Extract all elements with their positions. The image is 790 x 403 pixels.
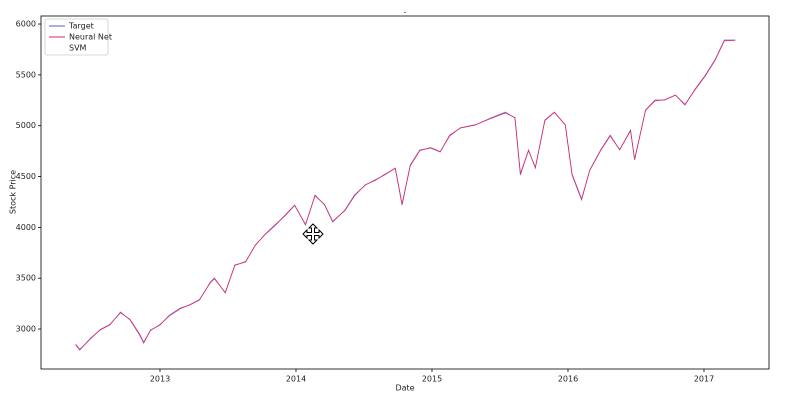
move-cursor — [302, 223, 324, 245]
legend-label: Neural Net — [69, 33, 112, 42]
series-line — [75, 39, 736, 350]
y-tick-label: 6000 — [16, 20, 36, 29]
x-tick-label: 2013 — [150, 375, 170, 384]
legend: Target Neural Net SVM — [44, 18, 112, 56]
y-tick-label: 4500 — [16, 172, 36, 181]
y-tick-label: 3000 — [16, 325, 36, 334]
y-tick-label: 4000 — [16, 223, 36, 232]
x-axis-label: Date — [395, 384, 414, 393]
y-axis-label: Stock Price — [9, 170, 18, 214]
legend-box — [44, 18, 109, 56]
x-tick-label: 2014 — [286, 375, 306, 384]
y-tick-label: 3500 — [16, 274, 36, 283]
legend-label: SVM — [69, 44, 87, 53]
axes-frame — [40, 15, 770, 370]
y-tick-label: 5500 — [16, 70, 36, 79]
legend-label: Target — [68, 22, 94, 31]
y-tick-label: 5000 — [16, 121, 36, 130]
chart-title: - — [404, 8, 407, 17]
x-tick-label: 2017 — [694, 375, 714, 384]
plot-area — [75, 39, 736, 351]
x-tick-label: 2016 — [558, 375, 578, 384]
x-tick-label: 2015 — [422, 375, 442, 384]
